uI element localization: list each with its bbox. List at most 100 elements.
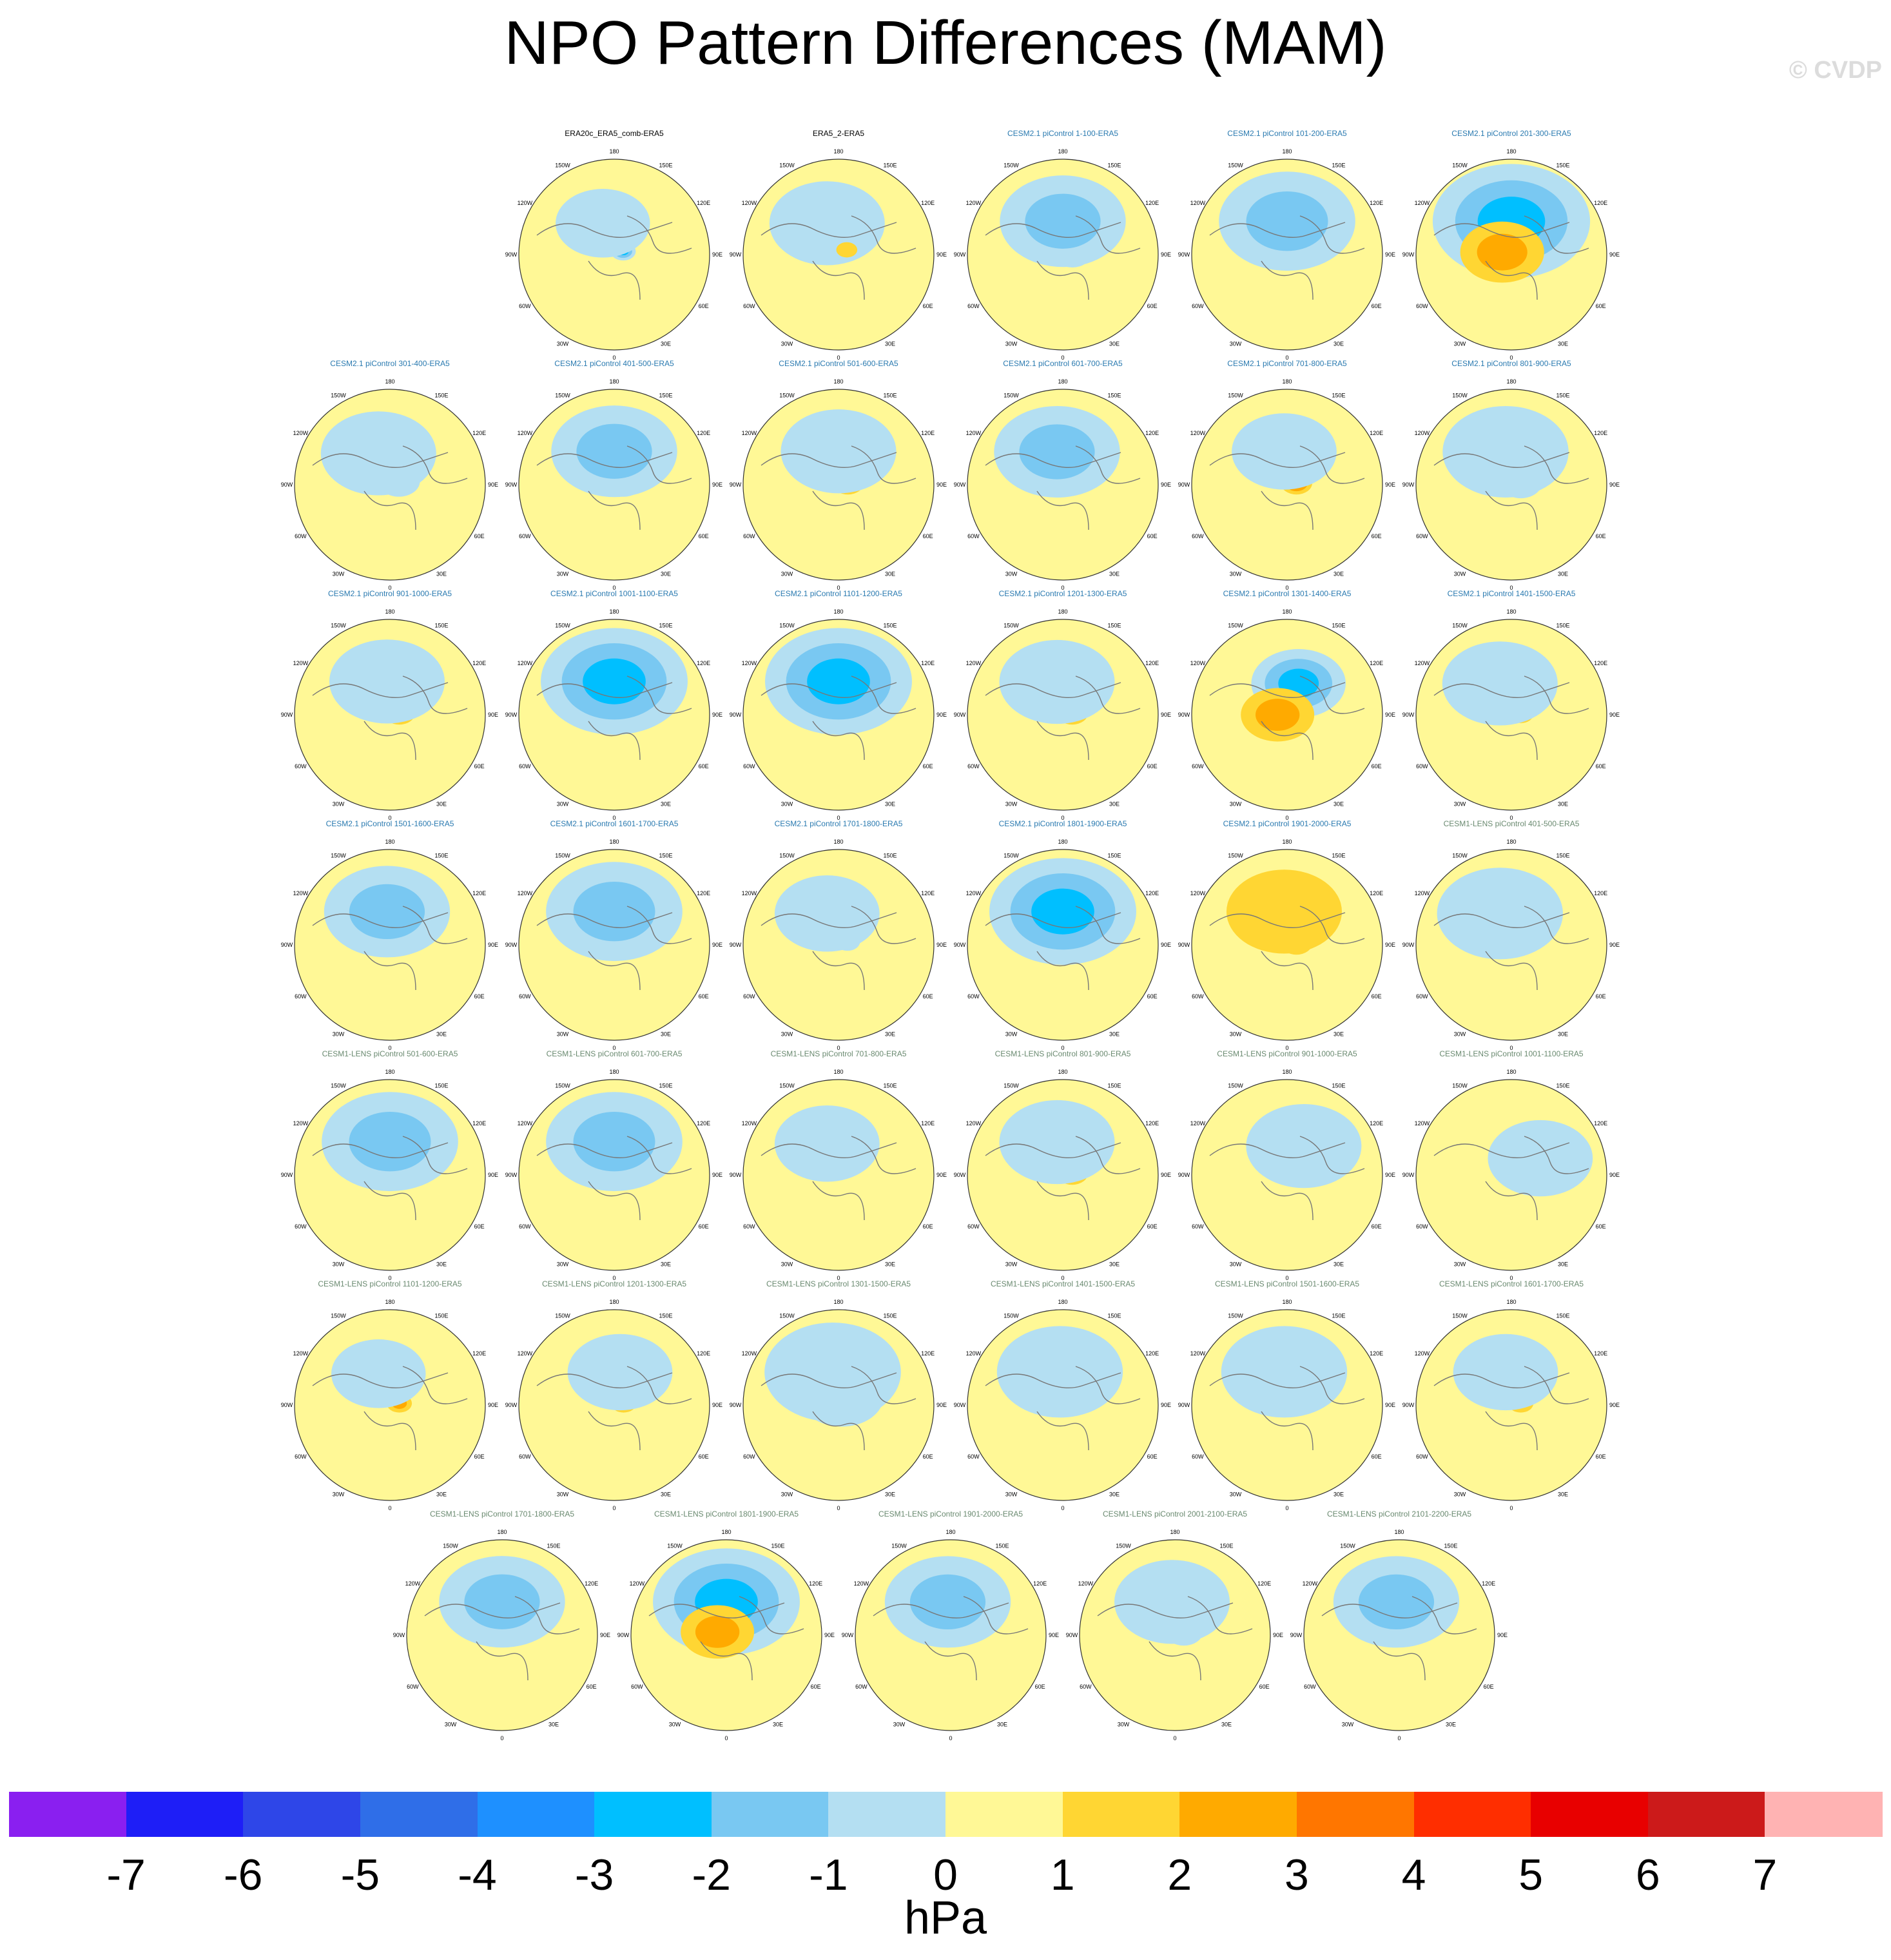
colorbar-tick-label: 6 <box>1635 1850 1660 1899</box>
longitude-label: 90E <box>600 1632 610 1638</box>
longitude-label: 60E <box>699 533 709 539</box>
longitude-label: 120W <box>518 660 533 666</box>
longitude-label: 30E <box>1109 571 1120 577</box>
map-panel: CESM1-LENS piControl 501-600-ERA5 180 150E… <box>277 1049 503 1289</box>
anomaly-contour <box>1442 641 1558 726</box>
map-panel: CESM2.1 piControl 1601-1700-ERA5 180 150E 1… <box>501 819 727 1059</box>
longitude-label: 180 <box>833 1299 843 1305</box>
longitude-label: 30W <box>1005 571 1018 577</box>
longitude-label: 90W <box>1290 1632 1303 1638</box>
longitude-label: 120E <box>1370 1120 1383 1127</box>
longitude-label: 60W <box>743 993 755 1000</box>
longitude-label: 30W <box>781 1491 793 1498</box>
longitude-label: 150W <box>891 1542 907 1549</box>
anomaly-contour <box>1226 869 1343 954</box>
map-border <box>1303 1539 1495 1731</box>
polar-map: 180 150E 120E 90E 60E 30E 0 30W 60W 90W 120W 150W <box>281 1069 498 1281</box>
map-panel: CESM2.1 piControl 501-600-ERA5 180 150E 120… <box>726 359 951 599</box>
longitude-label: 150W <box>1452 162 1468 168</box>
colorbar-segment <box>1296 1792 1414 1837</box>
longitude-label: 60E <box>474 763 485 770</box>
longitude-label: 150W <box>1004 392 1019 398</box>
panel-title: CESM2.1 piControl 1801-1900-ERA5 <box>998 819 1127 828</box>
map-border <box>742 849 935 1041</box>
map-border <box>1191 619 1383 811</box>
longitude-label: 30W <box>1454 801 1466 808</box>
longitude-label: 120E <box>1370 890 1383 897</box>
longitude-label: 90E <box>936 942 947 948</box>
longitude-label: 0 <box>388 1505 391 1511</box>
longitude-label: 60W <box>743 533 755 539</box>
longitude-label: 0 <box>1509 1045 1513 1051</box>
coastline <box>761 445 916 530</box>
anomaly-contour <box>329 639 445 724</box>
polar-map: 180 150E 120E 90E 60E 30E 0 30W 60W 90W 120W 150W <box>954 839 1171 1051</box>
longitude-label: 180 <box>1282 839 1292 845</box>
longitude-label: 90W <box>505 251 518 258</box>
longitude-label: 60E <box>923 533 933 539</box>
coastline <box>1209 675 1365 761</box>
longitude-label: 150E <box>1107 852 1121 859</box>
panel-title: CESM2.1 piControl 1101-1200-ERA5 <box>775 589 902 598</box>
longitude-label: 0 <box>1285 1045 1288 1051</box>
map-panel: CESM1-LENS piControl 1101-1200-ERA5 180 15… <box>277 1279 503 1519</box>
map-panel: CESM1-LENS piControl 1401-1500-ERA5 180 15… <box>950 1279 1176 1519</box>
panel-title: CESM1-LENS piControl 401-500-ERA5 <box>1443 819 1580 828</box>
polar-map: 180 150E 120E 90E 60E 30E 0 30W 60W 90W 120W 150W <box>1402 1299 1620 1511</box>
coastline <box>985 1366 1141 1451</box>
anomaly-contour <box>836 242 858 258</box>
map-panel: CESM2.1 piControl 601-700-ERA5 180 150E 120… <box>950 359 1176 599</box>
anomaly-contour <box>1256 699 1300 731</box>
longitude-label: 120W <box>1303 1580 1318 1587</box>
longitude-label: 150E <box>1332 392 1345 398</box>
longitude-label: 30E <box>661 341 671 347</box>
longitude-label: 180 <box>1058 148 1067 155</box>
longitude-label: 150E <box>1332 852 1345 859</box>
longitude-label: 30W <box>445 1722 457 1728</box>
panel-title: CESM2.1 piControl 501-600-ERA5 <box>779 359 898 368</box>
panel-title: CESM2.1 piControl 901-1000-ERA5 <box>327 589 452 598</box>
coastline <box>1209 215 1365 300</box>
longitude-label: 30E <box>1333 1261 1344 1268</box>
panel-title: CESM1-LENS piControl 1201-1300-ERA5 <box>541 1279 687 1288</box>
longitude-label: 60W <box>967 1223 980 1230</box>
colorbar-segment <box>945 1792 1063 1837</box>
longitude-label: 30E <box>436 1491 447 1498</box>
colorbar-segment <box>1765 1792 1883 1837</box>
polar-map: 180 150E 120E 90E 60E 30E 0 30W 60W 90W 120W 150W <box>505 839 722 1051</box>
map-panel: CESM2.1 piControl 1901-2000-ERA5 180 150E 1… <box>1174 819 1400 1059</box>
map-panel: CESM1-LENS piControl 901-1000-ERA5 180 150… <box>1174 1049 1400 1289</box>
longitude-label: 120W <box>1415 660 1430 666</box>
longitude-label: 30W <box>1005 801 1018 808</box>
anomaly-contour <box>1114 1560 1230 1644</box>
colorbar-tick-label: -5 <box>340 1850 380 1899</box>
longitude-label: 150E <box>659 162 672 168</box>
longitude-label: 120W <box>518 200 533 206</box>
longitude-label: 150E <box>1219 1542 1233 1549</box>
longitude-label: 180 <box>609 378 619 385</box>
colorbar-segment <box>1179 1792 1297 1837</box>
coastline <box>312 906 468 991</box>
panel-title: CESM2.1 piControl 801-900-ERA5 <box>1451 359 1571 368</box>
polar-map: 180 150E 120E 90E 60E 30E 0 30W 60W 90W 120W 150W <box>1402 839 1620 1051</box>
colorbar-tick-label: 1 <box>1050 1850 1075 1899</box>
map-border <box>742 1079 935 1271</box>
longitude-label: 90E <box>1497 1632 1508 1638</box>
polar-map: 180 150E 120E 90E 60E 30E 0 30W 60W 90W 120W 150W <box>1402 608 1620 821</box>
map-panel: CESM2.1 piControl 801-900-ERA5 180 150E 120… <box>1399 359 1624 599</box>
longitude-label: 120W <box>1190 1350 1206 1357</box>
map-panel: CESM2.1 piControl 301-400-ERA5 180 150E 120… <box>277 359 503 599</box>
longitude-label: 180 <box>721 1529 731 1535</box>
colorbar-tick-label: 3 <box>1284 1850 1309 1899</box>
longitude-label: 0 <box>500 1735 503 1742</box>
map-border <box>1415 619 1607 811</box>
longitude-label: 30W <box>1230 571 1242 577</box>
longitude-label: 90W <box>505 1172 518 1178</box>
longitude-label: 90W <box>1402 481 1415 488</box>
longitude-label: 60W <box>1416 533 1428 539</box>
longitude-label: 60E <box>923 1453 933 1460</box>
longitude-label: 180 <box>833 148 843 155</box>
map-border <box>742 159 935 351</box>
coastline <box>424 1596 580 1681</box>
longitude-label: 60W <box>967 303 980 309</box>
